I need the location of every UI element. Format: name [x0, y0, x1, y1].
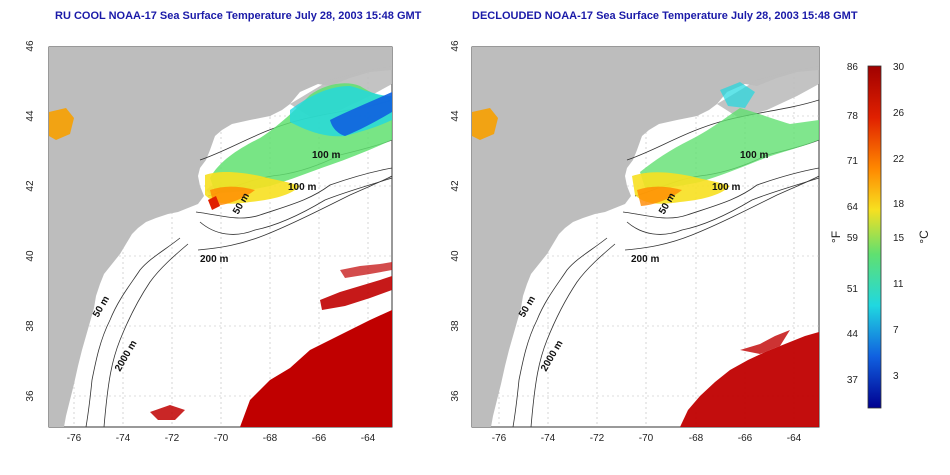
x-tick-label: -66 [738, 433, 753, 444]
fahrenheit-tick: 86 [847, 62, 859, 73]
y-tick-label: 40 [25, 250, 36, 262]
x-tick-label: -76 [67, 433, 82, 444]
left-panel-title: RU COOL NOAA-17 Sea Surface Temperature … [55, 10, 422, 22]
celsius-tick: 7 [893, 325, 899, 336]
celsius-tick: 26 [893, 108, 905, 119]
x-tick-label: -74 [541, 433, 556, 444]
x-tick-label: -66 [312, 433, 327, 444]
y-tick-label: 38 [450, 320, 461, 332]
x-tick-label: -76 [492, 433, 507, 444]
y-tick-label: 44 [450, 110, 461, 122]
y-tick-label: 46 [450, 40, 461, 52]
x-tick-label: -64 [361, 433, 376, 444]
right-x-axis: -76 -74 -72 -70 -68 -66 -64 [492, 433, 802, 444]
y-tick-label: 42 [25, 180, 36, 192]
y-tick-label: 36 [25, 390, 36, 402]
right-contour-label: 100 m [712, 182, 740, 193]
fahrenheit-unit-label: °F [829, 231, 843, 243]
right-gulf-stream-sst [680, 332, 819, 427]
right-land-mass [472, 47, 819, 427]
fahrenheit-tick: 71 [847, 156, 859, 167]
fahrenheit-tick: 59 [847, 233, 859, 244]
fahrenheit-tick: 64 [847, 202, 859, 213]
y-tick-label: 44 [25, 110, 36, 122]
left-contour-label: 200 m [200, 254, 228, 265]
left-y-axis: 46 44 42 40 38 36 [25, 40, 36, 402]
left-contour-label: 100 m [312, 150, 340, 161]
x-tick-label: -72 [590, 433, 605, 444]
y-tick-label: 42 [450, 180, 461, 192]
celsius-unit-label: °C [917, 230, 931, 244]
celsius-tick: 22 [893, 154, 905, 165]
celsius-tick: 15 [893, 233, 905, 244]
colorbar-celsius-ticks: 30 26 22 18 15 11 7 3 [893, 62, 905, 382]
x-tick-label: -68 [263, 433, 278, 444]
left-x-axis: -76 -74 -72 -70 -68 -66 -64 [67, 433, 376, 444]
right-contour-label: 200 m [631, 254, 659, 265]
fahrenheit-tick: 44 [847, 329, 859, 340]
left-contour-label: 100 m [288, 182, 316, 193]
colorbar-fahrenheit-ticks: 86 78 71 64 59 51 44 37 [847, 62, 859, 386]
y-tick-label: 40 [450, 250, 461, 262]
right-panel-title: DECLOUDED NOAA-17 Sea Surface Temperatur… [472, 10, 858, 22]
celsius-tick: 3 [893, 371, 899, 382]
temperature-colorbar: 86 78 71 64 59 51 44 37 °F 30 26 22 18 1… [829, 62, 931, 409]
x-tick-label: -64 [787, 433, 802, 444]
x-tick-label: -74 [116, 433, 131, 444]
x-tick-label: -72 [165, 433, 180, 444]
x-tick-label: -70 [639, 433, 654, 444]
y-tick-label: 46 [25, 40, 36, 52]
celsius-tick: 30 [893, 62, 905, 73]
right-map-panel: 100 m 100 m 50 m 200 m 50 m 2000 m -76 -… [450, 40, 820, 444]
x-tick-label: -68 [689, 433, 704, 444]
fahrenheit-tick: 78 [847, 111, 859, 122]
fahrenheit-tick: 37 [847, 375, 859, 386]
fahrenheit-tick: 51 [847, 284, 859, 295]
y-tick-label: 38 [25, 320, 36, 332]
y-tick-label: 36 [450, 390, 461, 402]
right-contour-label: 100 m [740, 150, 768, 161]
left-map-panel: 100 m 100 m 50 m 200 m 50 m 2000 m -76 -… [25, 40, 393, 444]
celsius-tick: 11 [893, 279, 904, 290]
colorbar-gradient [867, 65, 882, 409]
x-tick-label: -70 [214, 433, 229, 444]
left-land-mass [49, 47, 392, 427]
left-gulf-stream-sst [240, 310, 392, 427]
right-y-axis: 46 44 42 40 38 36 [450, 40, 461, 402]
celsius-tick: 18 [893, 199, 905, 210]
